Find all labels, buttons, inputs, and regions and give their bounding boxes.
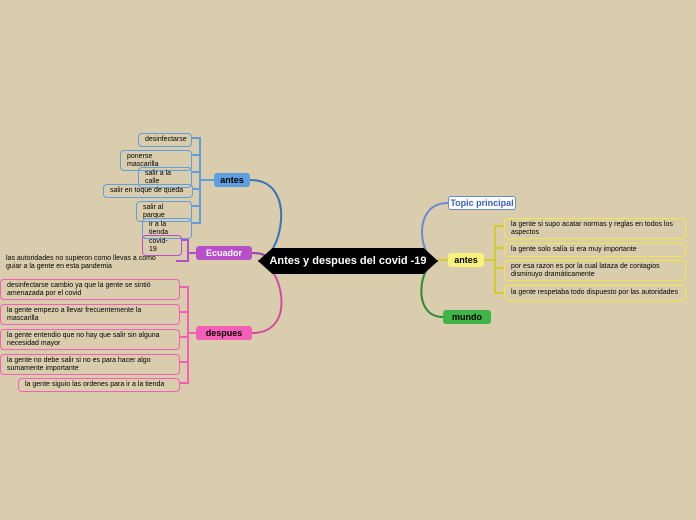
leaf-despues-0[interactable]: desinfectarse cambio ya que la gente se … — [0, 279, 180, 300]
leaf-antes_right-1[interactable]: la gente solo salía si era muy important… — [504, 243, 686, 257]
leaf-despues-3[interactable]: la gente no debe salir si no es para hac… — [0, 354, 180, 375]
leaf-ecuador-1[interactable]: las autoridades no supieron como llevas … — [0, 253, 176, 272]
branch-antes_left[interactable]: antes — [214, 173, 250, 187]
leaf-antes_left-0[interactable]: desinfectarse — [138, 133, 192, 147]
leaf-antes_left-3[interactable]: salir en toque de queda — [103, 184, 193, 198]
branch-mundo[interactable]: mundo — [443, 310, 491, 324]
leaf-despues-1[interactable]: la gente empezo a llevar frecuentemente … — [0, 304, 180, 325]
leaf-despues-2[interactable]: la gente entendio que no hay que salir s… — [0, 329, 180, 350]
leaf-antes_right-3[interactable]: la gente respetaba todo dispuesto por la… — [504, 285, 686, 301]
leaf-antes_right-0[interactable]: la gente si supo acatar normas y reglas … — [504, 218, 686, 239]
leaf-antes_right-2[interactable]: por esa razon es por la cual lataza de c… — [504, 260, 686, 281]
leaf-despues-4[interactable]: la gente siguio las ordenes para ir a la… — [18, 378, 180, 392]
branch-topic[interactable]: Topic principal — [448, 196, 516, 210]
center-node[interactable]: Antes y despues del covid -19 — [258, 248, 438, 274]
branch-despues[interactable]: despues — [196, 326, 252, 340]
branch-antes_right[interactable]: antes — [448, 253, 484, 267]
center-label: Antes y despues del covid -19 — [269, 255, 426, 267]
branch-ecuador[interactable]: Ecuador — [196, 246, 252, 260]
